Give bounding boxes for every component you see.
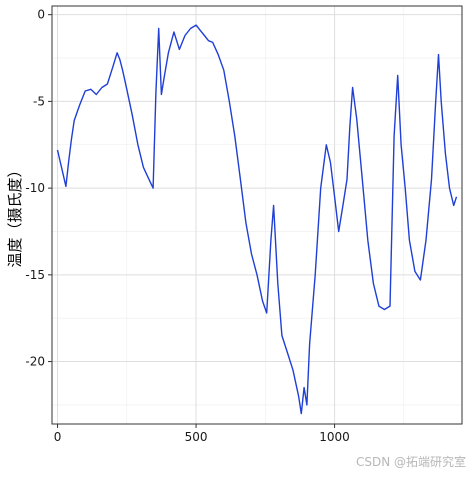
- y-tick-label: -20: [25, 355, 45, 369]
- series-line: [56, 24, 458, 415]
- y-tick-label: 0: [37, 8, 45, 22]
- series-layer: [56, 24, 458, 415]
- plot-panel: [52, 6, 462, 424]
- y-axis-title: 温度（摄氏度）: [6, 162, 24, 267]
- watermark-text: CSDN @拓端研究室: [355, 455, 466, 469]
- x-axis: 0 500 1000: [54, 424, 350, 444]
- x-tick-label: 1000: [319, 430, 350, 444]
- y-tick-label: -10: [25, 181, 45, 195]
- y-axis: 0 -5 -10 -15 -20: [25, 8, 52, 369]
- y-tick-label: -15: [25, 268, 45, 282]
- y-tick-label: -5: [33, 94, 45, 108]
- x-tick-label: 0: [54, 430, 62, 444]
- x-tick-label: 500: [185, 430, 208, 444]
- plot-border: [51, 5, 463, 425]
